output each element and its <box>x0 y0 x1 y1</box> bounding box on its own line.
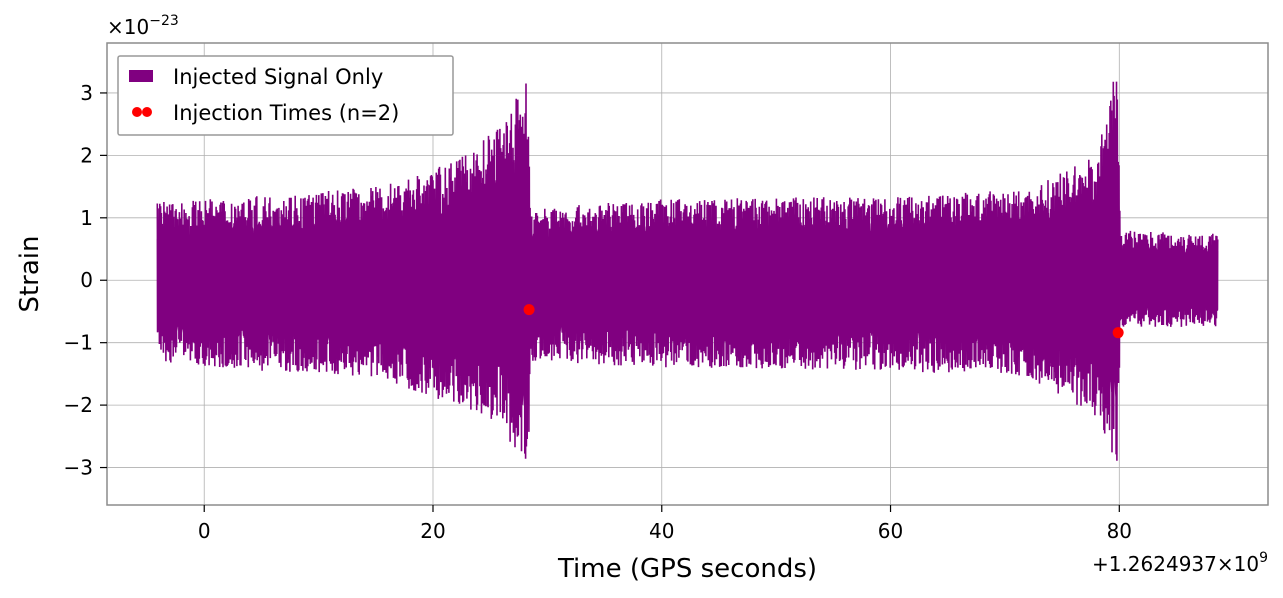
x-tick-label: 40 <box>649 519 674 543</box>
x-offset-label: +1.2624937×109 <box>1092 550 1268 576</box>
injected-signal-series <box>156 81 1219 461</box>
x-tick-label: 0 <box>198 519 211 543</box>
y-tick-label: −1 <box>64 331 93 355</box>
x-offset-base: +1.2624937×10 <box>1092 552 1259 576</box>
y-tick-label: −3 <box>64 456 93 480</box>
ticks: 0 20 40 60 80 −3 −2 −1 0 1 2 3 <box>64 81 1133 543</box>
y-tick-label: 1 <box>80 206 93 230</box>
y-tick-label: 0 <box>80 268 93 292</box>
legend-marker-injection-b <box>142 107 152 117</box>
legend-box <box>117 55 454 136</box>
x-tick-label: 80 <box>1107 519 1132 543</box>
y-scale-base: ×10 <box>107 15 149 39</box>
y-tick-label: 2 <box>80 143 93 167</box>
y-tick-label: 3 <box>80 81 93 105</box>
injection-times-series <box>523 304 1124 339</box>
legend-label-injections: Injection Times (n=2) <box>173 101 399 125</box>
signal-trace <box>156 81 1219 461</box>
injection-point <box>1112 327 1124 339</box>
legend: Injected Signal Only Injection Times (n=… <box>117 55 454 136</box>
y-scale-exponent: −23 <box>149 13 179 29</box>
legend-marker-injection-a <box>132 107 142 117</box>
injection-point <box>523 304 535 316</box>
y-scale-label: ×10−23 <box>107 13 179 39</box>
axes-frame <box>106 42 1269 506</box>
y-tick-label: −2 <box>64 393 93 417</box>
x-tick-label: 20 <box>420 519 445 543</box>
x-axis-label: Time (GPS seconds) <box>557 554 817 584</box>
y-axis-label: Strain <box>15 235 45 312</box>
legend-label-signal: Injected Signal Only <box>173 65 383 89</box>
x-offset-exponent: 9 <box>1259 550 1268 566</box>
x-tick-label: 60 <box>878 519 903 543</box>
legend-swatch-signal <box>129 70 153 82</box>
